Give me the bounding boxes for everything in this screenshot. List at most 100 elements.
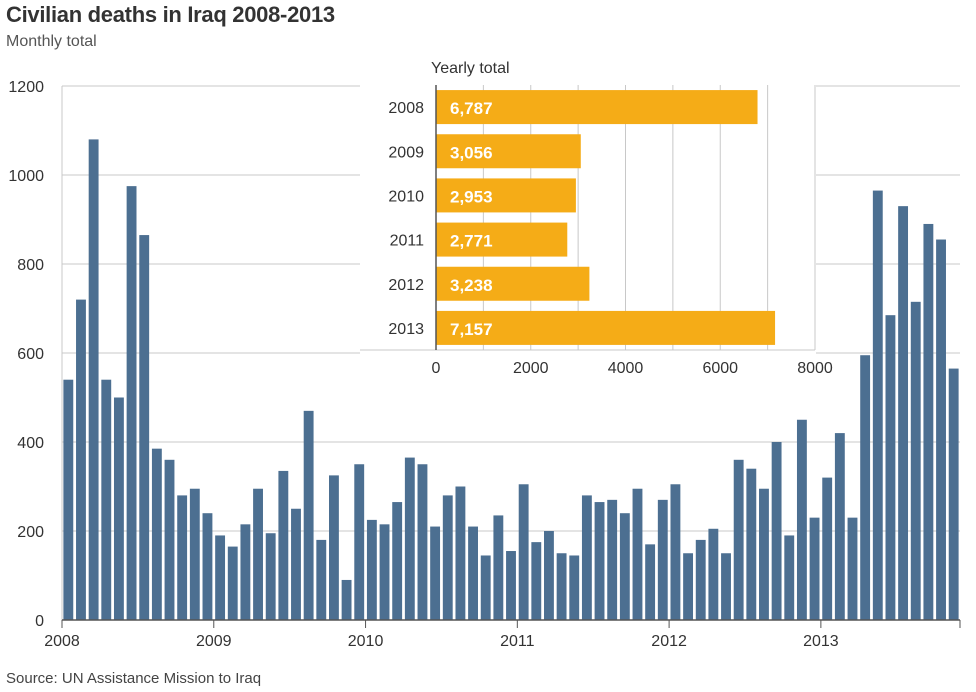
y-tick-label: 1200 [8,79,44,96]
monthly-bar [683,553,694,620]
monthly-bar [177,495,188,620]
inset-x-tick-label: 4000 [608,360,644,377]
monthly-bar [910,301,921,620]
monthly-bar [670,484,681,620]
chart-title: Civilian deaths in Iraq 2008-2013 [6,2,335,27]
y-tick-label: 400 [17,435,44,452]
monthly-bar [63,379,74,620]
monthly-bar [506,551,516,620]
monthly-bar [632,488,643,620]
monthly-bar [366,519,377,621]
yearly-value-label: 2,771 [450,232,493,251]
monthly-bar [455,486,466,620]
yearly-bar [436,134,581,169]
monthly-bar [721,553,731,620]
monthly-bar [594,502,605,620]
x-tick-label: 2013 [803,633,839,650]
monthly-bar [847,517,858,620]
monthly-bar [126,186,137,621]
chart-subtitle: Monthly total [6,33,97,50]
yearly-bar [436,222,568,257]
monthly-bar [189,488,200,620]
yearly-bar [436,310,776,345]
monthly-bar [809,517,820,620]
y-tick-label: 1000 [8,168,44,185]
monthly-bar [923,223,934,620]
monthly-bar [164,459,175,620]
monthly-bar [834,433,845,620]
monthly-bar [948,368,959,620]
yearly-value-label: 2,953 [450,187,493,206]
monthly-bar [291,508,301,620]
monthly-bar [101,379,112,620]
monthly-bar [796,419,807,620]
monthly-bar [88,139,99,620]
yearly-value-label: 3,238 [450,276,493,295]
inset-category-label: 2011 [390,233,425,250]
monthly-bar [430,526,441,620]
y-tick-label: 600 [17,346,44,363]
inset-category-label: 2009 [388,144,424,161]
yearly-bar [436,178,576,213]
monthly-bar [442,495,453,620]
monthly-bar [784,535,795,620]
monthly-bar [822,477,833,620]
monthly-bar [708,528,719,620]
monthly-bar [329,475,339,621]
monthly-bar [695,539,706,620]
monthly-bar [202,513,213,620]
monthly-bar [544,531,554,620]
monthly-bar [265,533,276,620]
monthly-bar [860,355,871,620]
inset-x-tick-label: 2000 [513,360,549,377]
y-tick-label: 0 [35,613,44,630]
monthly-bar [619,513,630,620]
monthly-bar [341,579,352,620]
monthly-bar [885,315,896,620]
monthly-bar [581,495,592,620]
monthly-bar [316,539,327,620]
monthly-bar [278,470,289,620]
yearly-value-label: 7,157 [450,320,493,339]
source-note: Source: UN Assistance Mission to Iraq [6,670,262,687]
monthly-bar [733,459,744,620]
yearly-value-label: 3,056 [450,143,493,162]
inset-x-tick-label: 6000 [702,360,738,377]
monthly-bar [379,524,390,620]
monthly-bar [139,235,150,620]
monthly-bar [898,206,909,620]
monthly-bar [227,546,238,620]
monthly-bar [480,555,491,620]
x-tick-label: 2012 [651,633,687,650]
monthly-bar [240,524,251,620]
inset-x-tick-label: 8000 [797,360,833,377]
monthly-bar [936,239,946,620]
monthly-bar [645,544,656,620]
monthly-bar [113,397,124,620]
monthly-bar [657,499,668,620]
monthly-bar [872,190,883,620]
inset-category-label: 2013 [388,321,424,338]
monthly-bar [215,535,226,620]
y-tick-label: 800 [17,257,44,274]
monthly-bar [556,553,567,620]
monthly-bar [354,464,365,620]
y-tick-label: 200 [17,524,44,541]
monthly-bar [417,464,428,620]
x-tick-label: 2009 [196,633,232,650]
monthly-bar [531,542,542,621]
yearly-value-label: 6,787 [450,99,493,118]
x-tick-label: 2010 [348,633,384,650]
monthly-bar [746,468,757,620]
monthly-bar [468,526,478,620]
yearly-bar [436,266,590,301]
yearly-bar [436,90,758,125]
inset-x-tick-label: 0 [432,360,441,377]
monthly-bar [253,488,263,620]
monthly-bar [303,410,314,620]
inset-category-label: 2010 [388,188,424,205]
inset-title: Yearly total [431,60,510,77]
x-tick-label: 2008 [44,633,80,650]
monthly-bar [404,457,415,620]
